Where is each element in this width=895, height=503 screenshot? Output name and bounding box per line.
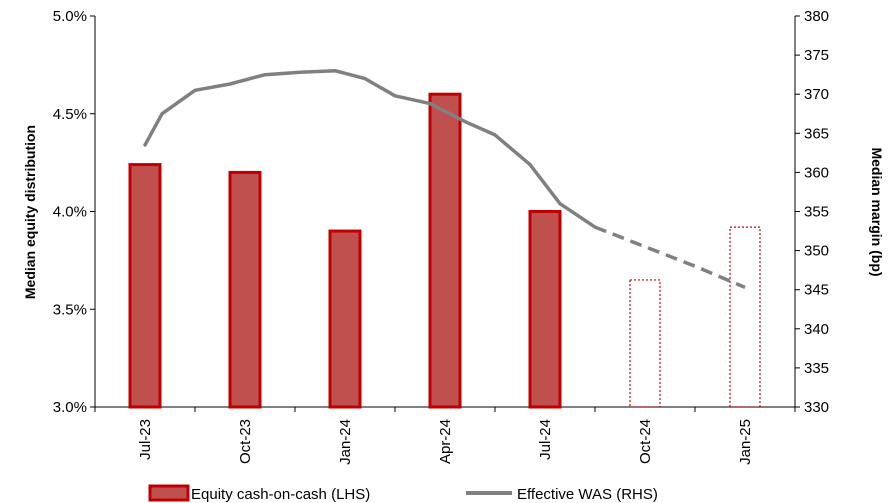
left-axis-title: Median equity distribution — [22, 125, 38, 299]
legend-bar-label: Equity cash-on-cash (LHS) — [191, 486, 370, 503]
legend-bar-swatch — [148, 484, 190, 502]
legend-line-label: Effective WAS (RHS) — [517, 486, 658, 503]
bar-projected — [729, 226, 761, 408]
right-tick-label: 370 — [804, 86, 829, 103]
right-tick-label: 375 — [804, 47, 829, 64]
right-tick-label: 380 — [804, 8, 829, 25]
right-tick-label: 355 — [804, 204, 829, 221]
right-axis-title: Median margin (bp) — [869, 147, 885, 276]
left-tick-label: 3.5% — [53, 301, 87, 318]
left-tick-label: 4.0% — [53, 204, 87, 221]
x-tick-label: Jul-23 — [137, 419, 154, 460]
left-tick-label: 5.0% — [53, 8, 87, 25]
bar — [528, 210, 562, 409]
x-tick-label: Apr-24 — [437, 419, 454, 464]
line-actual — [143, 68, 597, 229]
right-tick-label: 330 — [804, 399, 829, 416]
right-tick-label: 360 — [804, 164, 829, 181]
tick-labels: 3.0% 3.5% 4.0% 4.5% 5.0% 330 335 340 345 350 355 36… — [53, 8, 829, 465]
bar — [328, 229, 362, 409]
bar — [428, 92, 462, 409]
left-tick-label: 3.0% — [53, 399, 87, 416]
bar — [228, 170, 262, 409]
x-tick-label: Oct-23 — [237, 419, 254, 464]
x-tick-label: Oct-24 — [637, 419, 654, 464]
left-tick-label: 4.5% — [53, 106, 87, 123]
right-tick-label: 350 — [804, 243, 829, 260]
line-projected — [594, 225, 746, 290]
x-tick-label: Jul-24 — [537, 419, 554, 460]
legend: Equity cash-on-cash (LHS) Effective WAS … — [148, 484, 658, 503]
right-tick-label: 335 — [804, 360, 829, 377]
right-tick-label: 340 — [804, 321, 829, 338]
x-tick-label: Jan-24 — [337, 419, 354, 465]
bar-projected — [629, 279, 661, 408]
x-tick-label: Jan-25 — [737, 419, 754, 465]
line-series — [143, 68, 746, 290]
bar — [128, 163, 162, 409]
right-tick-label: 345 — [804, 282, 829, 299]
right-tick-label: 365 — [804, 125, 829, 142]
bar-series — [128, 92, 761, 409]
